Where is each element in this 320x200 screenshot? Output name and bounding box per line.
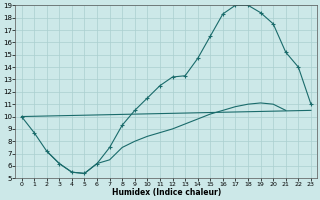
X-axis label: Humidex (Indice chaleur): Humidex (Indice chaleur) [112,188,221,197]
